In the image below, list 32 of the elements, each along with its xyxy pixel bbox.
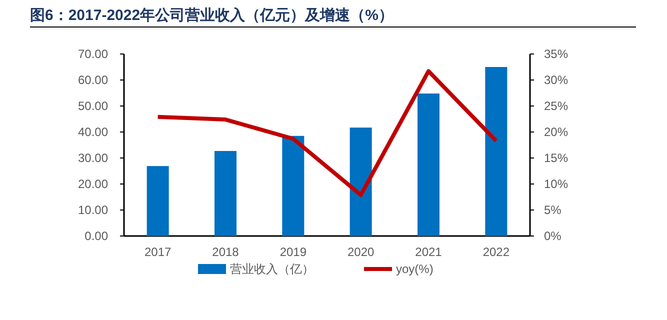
y-tick-label: 10.00 xyxy=(78,203,108,217)
y2-tick-label: 10% xyxy=(544,177,568,191)
y2-tick-label: 20% xyxy=(544,125,568,139)
y2-tick-label: 0% xyxy=(544,229,562,243)
bar xyxy=(146,166,169,236)
y-tick-label: 20.00 xyxy=(78,177,108,191)
bar xyxy=(485,67,508,236)
y2-tick-label: 30% xyxy=(544,73,568,87)
y-tick-label: 70.00 xyxy=(78,47,108,61)
bar xyxy=(418,94,440,236)
y2-tick-label: 25% xyxy=(544,99,568,113)
x-tick-label: 2017 xyxy=(144,245,172,259)
x-tick-label: 2020 xyxy=(347,245,375,259)
y-tick-label: 0.00 xyxy=(84,229,108,243)
bar xyxy=(282,136,304,236)
y-tick-label: 50.00 xyxy=(78,99,108,113)
y2-tick-label: 15% xyxy=(544,151,568,165)
x-tick-label: 2018 xyxy=(212,245,240,259)
bar xyxy=(350,128,372,236)
y2-tick-label: 35% xyxy=(544,47,568,61)
y-tick-label: 30.00 xyxy=(78,151,108,165)
y2-tick-label: 5% xyxy=(544,203,562,217)
legend-label: yoy(%) xyxy=(396,262,434,276)
line-series xyxy=(156,69,498,197)
x-tick-label: 2022 xyxy=(482,245,510,259)
bar xyxy=(214,150,236,236)
legend-label: 营业收入（亿） xyxy=(230,262,314,276)
y-tick-label: 60.00 xyxy=(78,73,108,87)
x-tick-label: 2021 xyxy=(415,245,442,259)
y-tick-label: 40.00 xyxy=(78,125,108,139)
chart-title: 图6：2017-2022年公司营业收入（亿元）及增速（%） xyxy=(30,7,394,24)
x-tick-label: 2019 xyxy=(280,245,307,259)
